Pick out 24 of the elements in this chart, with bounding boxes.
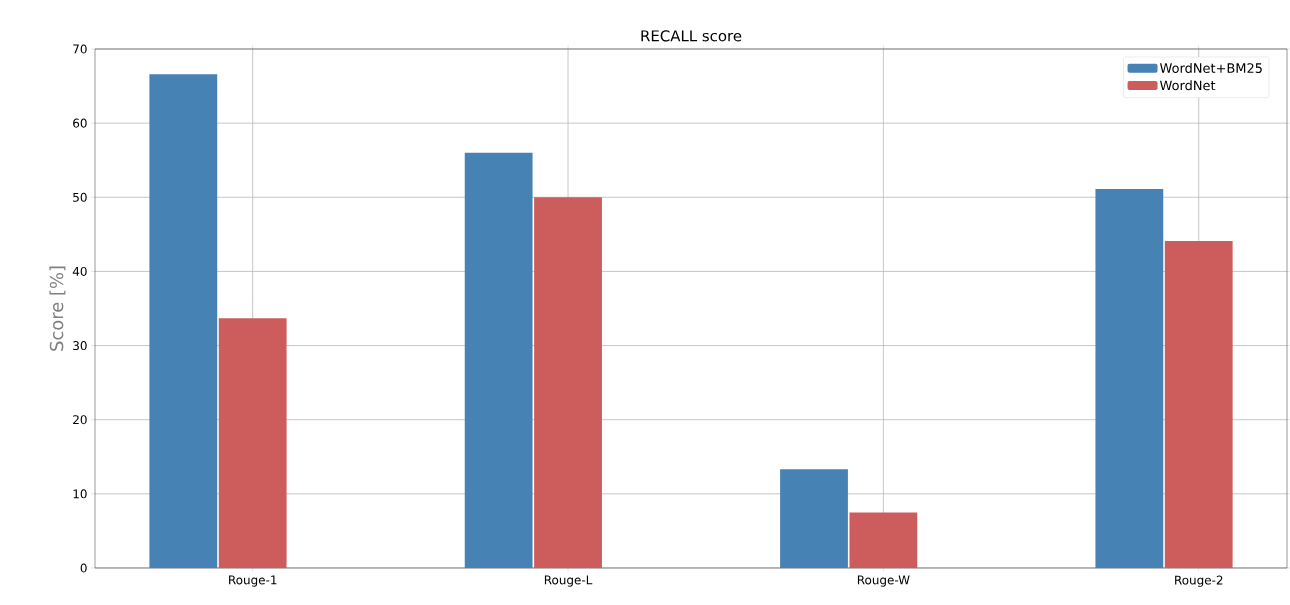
y-tick-label: 10	[73, 489, 87, 499]
bar	[1095, 189, 1164, 568]
bar	[534, 197, 602, 568]
x-tick-label: Rouge-W	[857, 575, 910, 587]
y-tick-label: 40	[72, 266, 87, 276]
x-tick-label: Rouge-2	[1175, 575, 1223, 587]
bar	[464, 152, 533, 568]
bar	[849, 512, 918, 568]
x-tick-label: Rouge-1	[229, 575, 277, 587]
x-tick-label: Rouge-L	[544, 575, 593, 587]
y-tick-label: 50	[73, 192, 87, 202]
y-tick-label: 0	[80, 563, 87, 573]
y-tick-label: 20	[73, 415, 87, 425]
legend-label: WordNet	[1159, 80, 1216, 91]
bar	[149, 74, 218, 568]
legend-label: WordNet+BM25	[1159, 62, 1262, 73]
chart-title: RECALL score	[641, 30, 742, 42]
bar	[218, 318, 287, 568]
bar	[1164, 241, 1233, 568]
y-tick-label: 70	[73, 44, 87, 54]
bar	[780, 469, 848, 568]
y-axis-title: Score [%]	[49, 266, 66, 351]
y-tick-label: 30	[73, 341, 87, 351]
y-tick-label: 60	[73, 118, 87, 128]
